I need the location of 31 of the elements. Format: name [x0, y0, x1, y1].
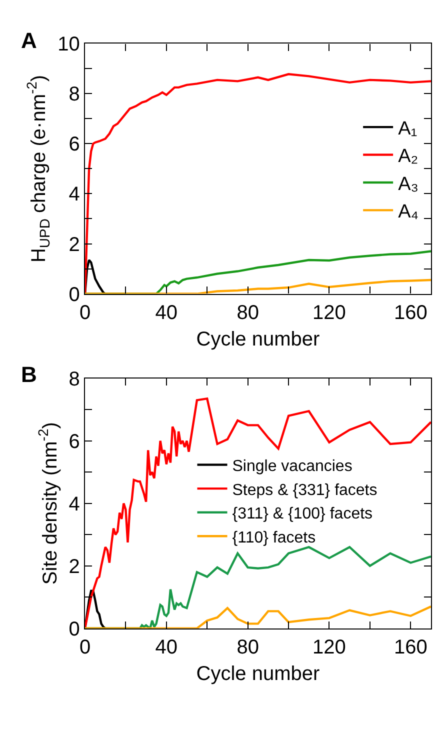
y-tick-label: 2 [68, 556, 80, 578]
x-tick-label: 80 [236, 302, 259, 324]
x-tick-label: 120 [312, 636, 346, 658]
y-tick-label: 10 [58, 34, 80, 56]
legend-label: Single vacancies [232, 458, 352, 475]
legend-label: A₃ [398, 174, 418, 195]
y-tick-label: 4 [68, 493, 80, 516]
x-tick-label: 80 [236, 636, 259, 658]
legend-label: A₄ [398, 202, 419, 223]
legend-label: A₁ [398, 118, 418, 140]
chart-title: A [21, 28, 37, 53]
y-tick-label: 0 [68, 618, 80, 640]
y-tick-label: 0 [68, 284, 80, 306]
y-tick-label: 6 [68, 430, 80, 453]
x-tick-label: 40 [155, 302, 178, 324]
legend-label: {311} & {100} facets [232, 506, 373, 523]
y-tick-label: 4 [68, 184, 80, 206]
y-tick-label: 8 [68, 84, 80, 106]
legend-label: A₂ [398, 146, 418, 168]
x-axis-title: Cycle number [196, 328, 320, 350]
y-tick-label: 8 [68, 368, 80, 390]
y-tick-label: 6 [68, 134, 80, 156]
x-axis-title: Cycle number [196, 663, 320, 685]
x-tick-label: 40 [155, 636, 178, 658]
legend-label: {110} facets [232, 529, 316, 546]
x-tick-label: 120 [312, 302, 346, 324]
x-tick-label: 160 [394, 636, 428, 658]
x-tick-label: 160 [394, 302, 428, 324]
chart-title: B [21, 362, 37, 387]
y-tick-label: 2 [68, 234, 80, 256]
legend-label: Steps & {331} facets [232, 482, 378, 499]
